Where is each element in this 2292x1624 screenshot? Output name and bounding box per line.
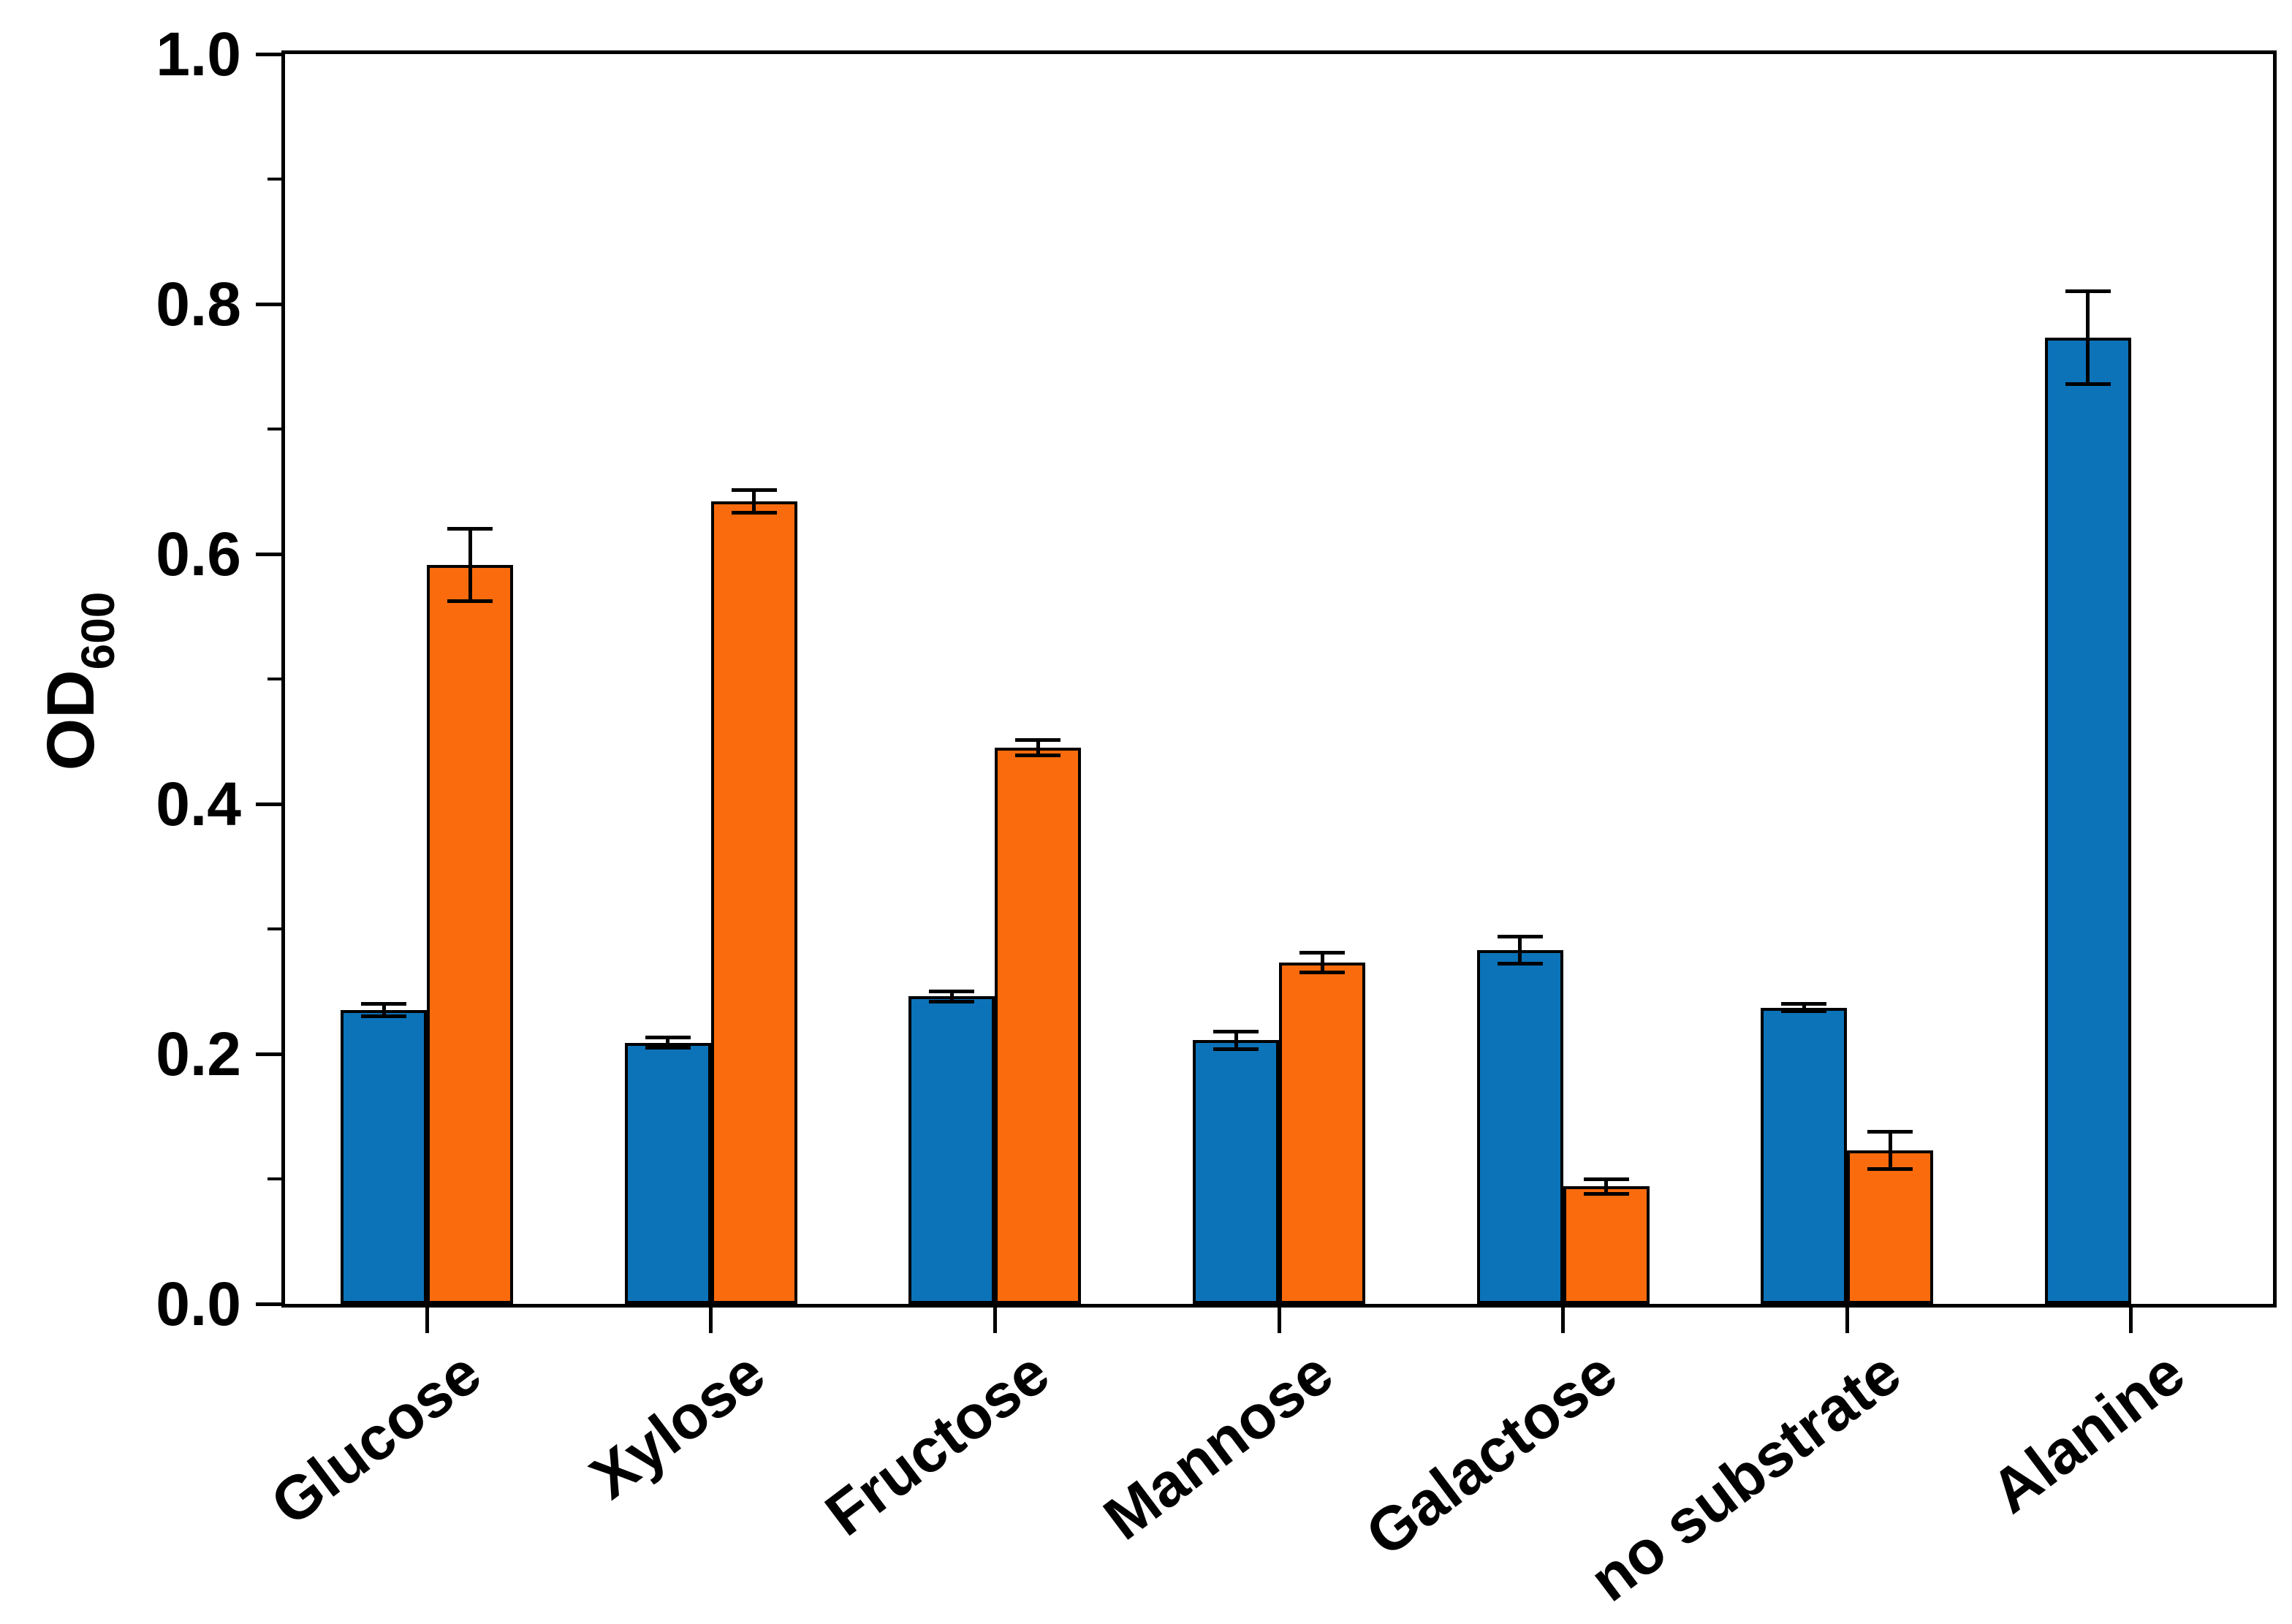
orange-series-bar bbox=[995, 748, 1082, 1304]
y-major-tick bbox=[256, 302, 285, 306]
x-category-label: Mannose bbox=[1091, 1337, 1346, 1553]
orange-series-bar bbox=[1847, 1150, 1934, 1304]
y-tick-label: 1.0 bbox=[156, 20, 241, 88]
x-category-label: Alanine bbox=[1978, 1337, 2198, 1527]
error-bar-stem bbox=[1036, 740, 1040, 756]
error-bar-cap-bottom bbox=[645, 1045, 691, 1050]
y-major-tick bbox=[256, 1052, 285, 1056]
x-category-label: no substrate bbox=[1577, 1337, 1913, 1614]
y-minor-tick bbox=[267, 1177, 285, 1180]
x-tick bbox=[1277, 1304, 1281, 1333]
error-bar-cap-bottom bbox=[929, 999, 975, 1003]
y-tick-label: 0.2 bbox=[156, 1020, 241, 1088]
error-bar-cap-bottom bbox=[1497, 962, 1543, 966]
y-minor-tick bbox=[267, 678, 285, 680]
error-bar-stem bbox=[1604, 1179, 1609, 1194]
orange-series-bar bbox=[427, 565, 514, 1304]
error-bar-cap-top bbox=[1583, 1177, 1629, 1181]
x-category-label: Galactose bbox=[1353, 1337, 1629, 1570]
x-category-label: Fructose bbox=[812, 1337, 1061, 1549]
error-bar-stem bbox=[468, 528, 472, 602]
blue-series-bar bbox=[624, 1042, 711, 1304]
error-bar-stem bbox=[752, 490, 756, 513]
error-bar-stem bbox=[949, 991, 954, 1002]
x-tick bbox=[425, 1304, 429, 1333]
error-bar-cap-top bbox=[645, 1036, 691, 1040]
blue-series-bar bbox=[908, 996, 995, 1304]
x-category-label: Xylose bbox=[577, 1337, 778, 1512]
error-bar-cap-top bbox=[1015, 738, 1061, 743]
x-tick bbox=[993, 1304, 997, 1333]
error-bar-stem bbox=[1888, 1131, 1892, 1169]
y-axis-title-text: OD bbox=[34, 669, 108, 771]
error-bar-cap-bottom bbox=[447, 599, 493, 604]
error-bar-cap-top bbox=[1781, 1002, 1827, 1006]
y-tick-label: 0.8 bbox=[156, 270, 241, 338]
error-bar-stem bbox=[1234, 1031, 1238, 1050]
y-minor-tick bbox=[267, 927, 285, 930]
error-bar-stem bbox=[1518, 936, 1522, 964]
x-tick bbox=[2129, 1304, 2133, 1333]
error-bar-stem bbox=[2086, 291, 2090, 384]
blue-series-bar bbox=[1476, 950, 1563, 1304]
orange-series-bar bbox=[1563, 1186, 1650, 1304]
y-tick-label: 0.6 bbox=[156, 520, 241, 588]
y-minor-tick bbox=[267, 178, 285, 181]
error-bar-cap-top bbox=[731, 488, 777, 493]
blue-series-bar bbox=[341, 1010, 428, 1304]
error-bar-cap-top bbox=[1299, 950, 1345, 955]
orange-series-bar bbox=[710, 501, 797, 1304]
y-tick-label: 0.4 bbox=[156, 770, 241, 838]
y-minor-tick bbox=[267, 428, 285, 430]
error-bar-cap-bottom bbox=[1299, 971, 1345, 975]
error-bar-stem bbox=[1802, 1003, 1806, 1012]
x-tick bbox=[1845, 1304, 1849, 1333]
error-bar-stem bbox=[1320, 952, 1324, 973]
error-bar-cap-bottom bbox=[361, 1014, 407, 1019]
x-tick bbox=[1561, 1304, 1566, 1333]
blue-series-bar bbox=[1761, 1007, 1848, 1304]
error-bar-cap-bottom bbox=[1781, 1009, 1827, 1014]
y-major-tick bbox=[256, 802, 285, 806]
orange-series-bar bbox=[1279, 963, 1365, 1304]
x-tick bbox=[709, 1304, 713, 1333]
blue-series-bar bbox=[2044, 338, 2131, 1304]
error-bar-cap-bottom bbox=[1867, 1166, 1913, 1171]
error-bar-cap-bottom bbox=[2065, 382, 2111, 386]
error-bar-cap-top bbox=[1497, 934, 1543, 938]
error-bar-cap-top bbox=[1213, 1029, 1259, 1033]
y-major-tick bbox=[256, 1302, 285, 1306]
y-major-tick bbox=[256, 52, 285, 56]
y-major-tick bbox=[256, 552, 285, 556]
error-bar-cap-top bbox=[361, 1002, 407, 1006]
error-bar-cap-bottom bbox=[1213, 1047, 1259, 1051]
blue-series-bar bbox=[1193, 1040, 1279, 1304]
error-bar-cap-bottom bbox=[1015, 753, 1061, 757]
error-bar-cap-top bbox=[447, 527, 493, 531]
error-bar-cap-bottom bbox=[1583, 1192, 1629, 1196]
error-bar-stem bbox=[666, 1037, 670, 1048]
error-bar-cap-top bbox=[929, 990, 975, 993]
y-axis-title-subscript: 600 bbox=[72, 591, 124, 670]
error-bar-cap-top bbox=[2065, 289, 2111, 294]
error-bar-cap-top bbox=[1867, 1129, 1913, 1134]
error-bar-stem bbox=[382, 1003, 386, 1017]
x-category-label: Glucose bbox=[258, 1337, 493, 1538]
error-bar-cap-bottom bbox=[731, 511, 777, 515]
y-tick-label: 0.0 bbox=[156, 1270, 241, 1338]
